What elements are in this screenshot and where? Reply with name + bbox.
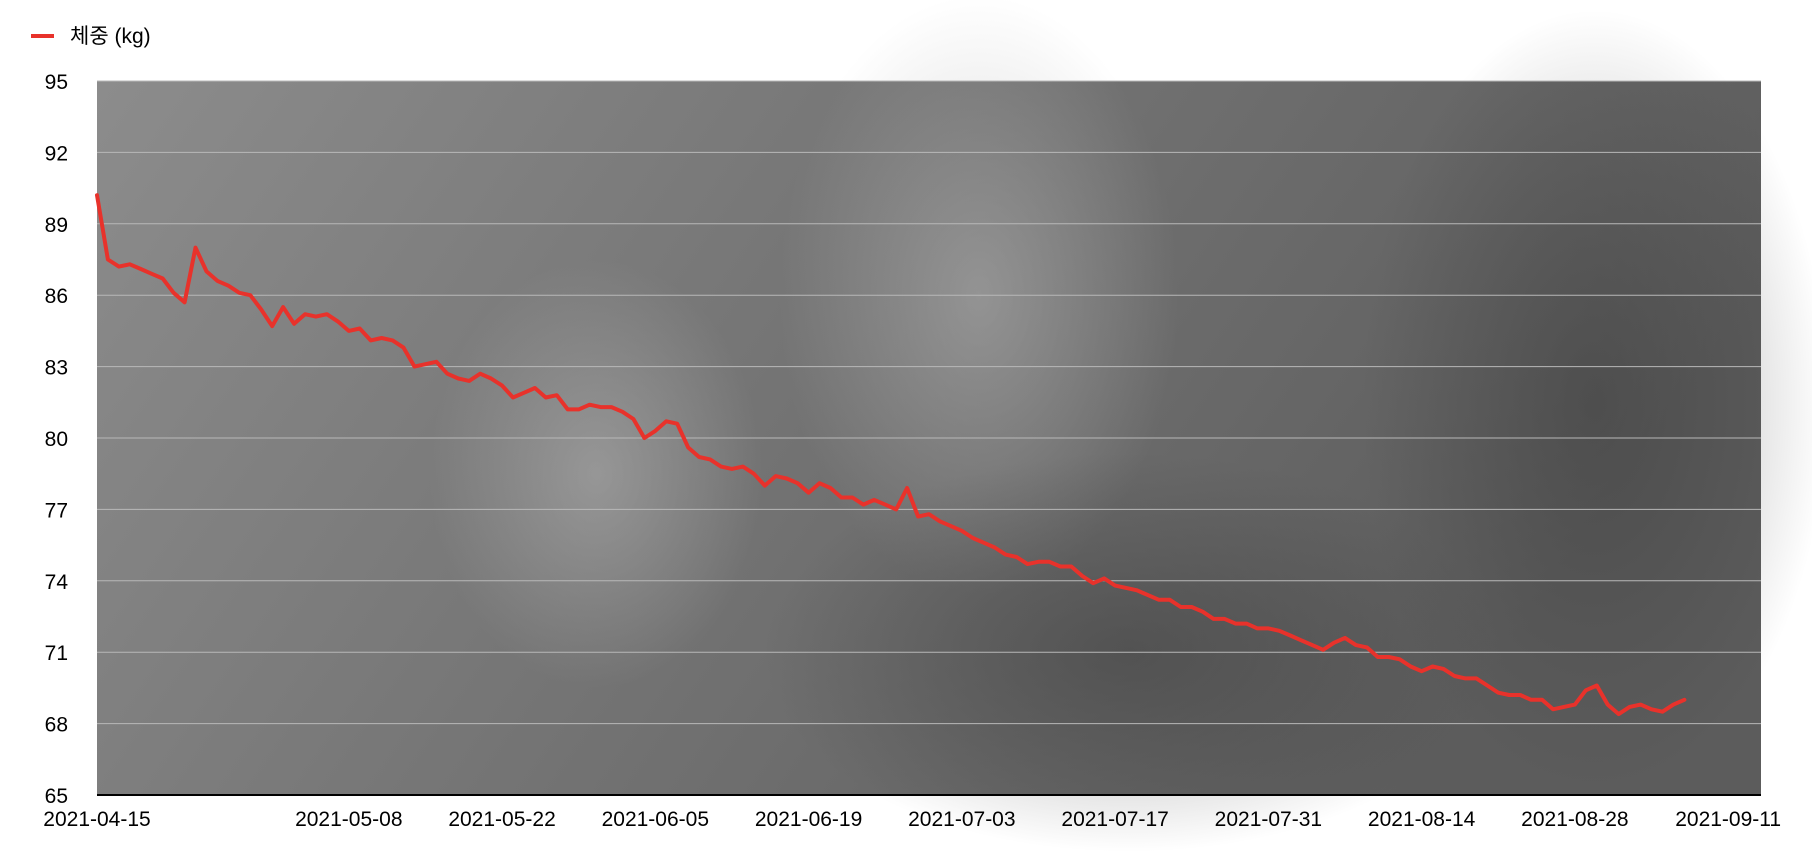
y-tick-label: 65 — [45, 785, 68, 808]
x-tick-label: 2021-07-03 — [908, 808, 1015, 831]
x-tick-label: 2021-05-22 — [448, 808, 555, 831]
y-tick-label: 83 — [45, 357, 68, 380]
legend: 체중 (kg) — [31, 25, 151, 48]
x-tick-label: 2021-04-15 — [43, 808, 150, 831]
y-tick-label: 68 — [45, 714, 68, 737]
x-tick-label: 2021-06-19 — [755, 808, 862, 831]
y-tick-label: 89 — [45, 214, 68, 237]
series-layer — [95, 193, 1687, 717]
x-tick-label: 2021-07-17 — [1061, 808, 1168, 831]
y-tick-label: 92 — [45, 142, 68, 165]
x-tick-label: 2021-05-08 — [295, 808, 402, 831]
y-tick-label: 86 — [45, 285, 68, 308]
x-tick-label: 2021-07-31 — [1215, 808, 1322, 831]
backdrop-highlight — [429, 259, 763, 688]
x-axis-ticks: 2021-04-15 2021-05-08 2021-05-22 2021-06-05… — [43, 808, 1781, 831]
x-tick-label: 2021-08-28 — [1521, 808, 1628, 831]
series-line — [95, 193, 1687, 717]
y-tick-label: 80 — [45, 428, 68, 451]
y-tick-label: 77 — [45, 499, 68, 522]
backdrop-shade — [1361, 9, 1812, 795]
x-tick-label: 2021-06-05 — [602, 808, 709, 831]
legend-label: 체중 (kg) — [70, 25, 151, 48]
plot-background-image — [97, 0, 1812, 853]
x-tick-label: 2021-09-11 — [1675, 808, 1781, 831]
y-tick-label: 74 — [45, 571, 69, 594]
gridlines — [97, 80, 1761, 725]
y-axis-ticks: 95 92 89 86 83 80 77 74 71 68 65 — [45, 71, 69, 808]
backdrop-highlight — [779, 0, 1179, 595]
y-tick-label: 71 — [45, 642, 68, 665]
x-tick-label: 2021-08-14 — [1368, 808, 1476, 831]
y-tick-label: 95 — [45, 71, 68, 94]
